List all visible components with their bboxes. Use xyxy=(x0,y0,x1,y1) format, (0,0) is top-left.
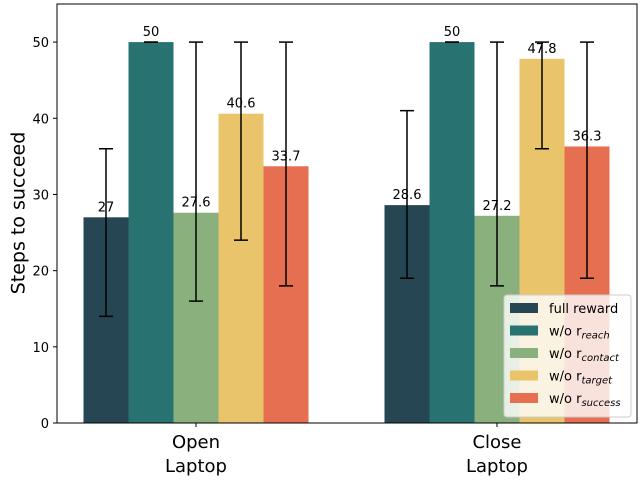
value-label: 27 xyxy=(98,200,115,215)
error-bars-layer xyxy=(99,41,594,318)
y-tick-label: 0 xyxy=(41,417,49,432)
value-label: 28.6 xyxy=(393,188,422,203)
x-tick-label-line2: Laptop xyxy=(165,456,227,477)
y-tick-label: 40 xyxy=(32,112,49,127)
plot-area-frame xyxy=(56,3,638,424)
legend-entry-label: full reward xyxy=(549,302,618,317)
legend-entry-label: w/o rcontact xyxy=(549,347,620,364)
value-label: 33.7 xyxy=(272,149,301,164)
bar-reach-cat0 xyxy=(128,42,174,423)
legend-swatch xyxy=(510,393,538,403)
legend-swatch xyxy=(510,325,538,336)
legend-entry-label: w/o rsuccess xyxy=(549,392,621,409)
x-tick-label-line1: Close xyxy=(472,432,521,453)
y-axis-label: Steps to succeed xyxy=(8,132,30,295)
value-label: 50 xyxy=(143,25,160,40)
bar-reach-cat1 xyxy=(429,42,475,423)
legend-swatch xyxy=(510,370,538,381)
value-label: 27.6 xyxy=(182,196,211,211)
value-label: 40.6 xyxy=(227,97,256,112)
value-label: 47.8 xyxy=(528,42,557,57)
legend-swatch xyxy=(510,303,538,313)
y-tick-label: 10 xyxy=(32,341,49,356)
value-label: 27.2 xyxy=(483,199,512,214)
axes-layer: 0 10 20 30 40 50 Open Laptop Close Laptop xyxy=(32,36,528,477)
value-labels-layer: 27 28.6 50 50 27.6 27.2 40.6 47.8 33.7 36.3 xyxy=(98,25,602,215)
legend: full reward w/o rreach w/o rcontact w/o rta… xyxy=(503,294,632,418)
value-label: 36.3 xyxy=(573,129,602,144)
x-tick-label-line2: Laptop xyxy=(466,456,528,477)
y-tick-label: 30 xyxy=(32,188,49,203)
x-tick-label-line1: Open xyxy=(172,432,220,453)
legend-entry-label: w/o rreach xyxy=(549,325,610,342)
value-label: 50 xyxy=(444,25,461,40)
y-tick-label: 50 xyxy=(32,36,49,51)
y-tick-label: 20 xyxy=(32,265,49,280)
legend-entry-label: w/o rtarget xyxy=(549,370,613,387)
legend-swatch xyxy=(510,348,538,358)
